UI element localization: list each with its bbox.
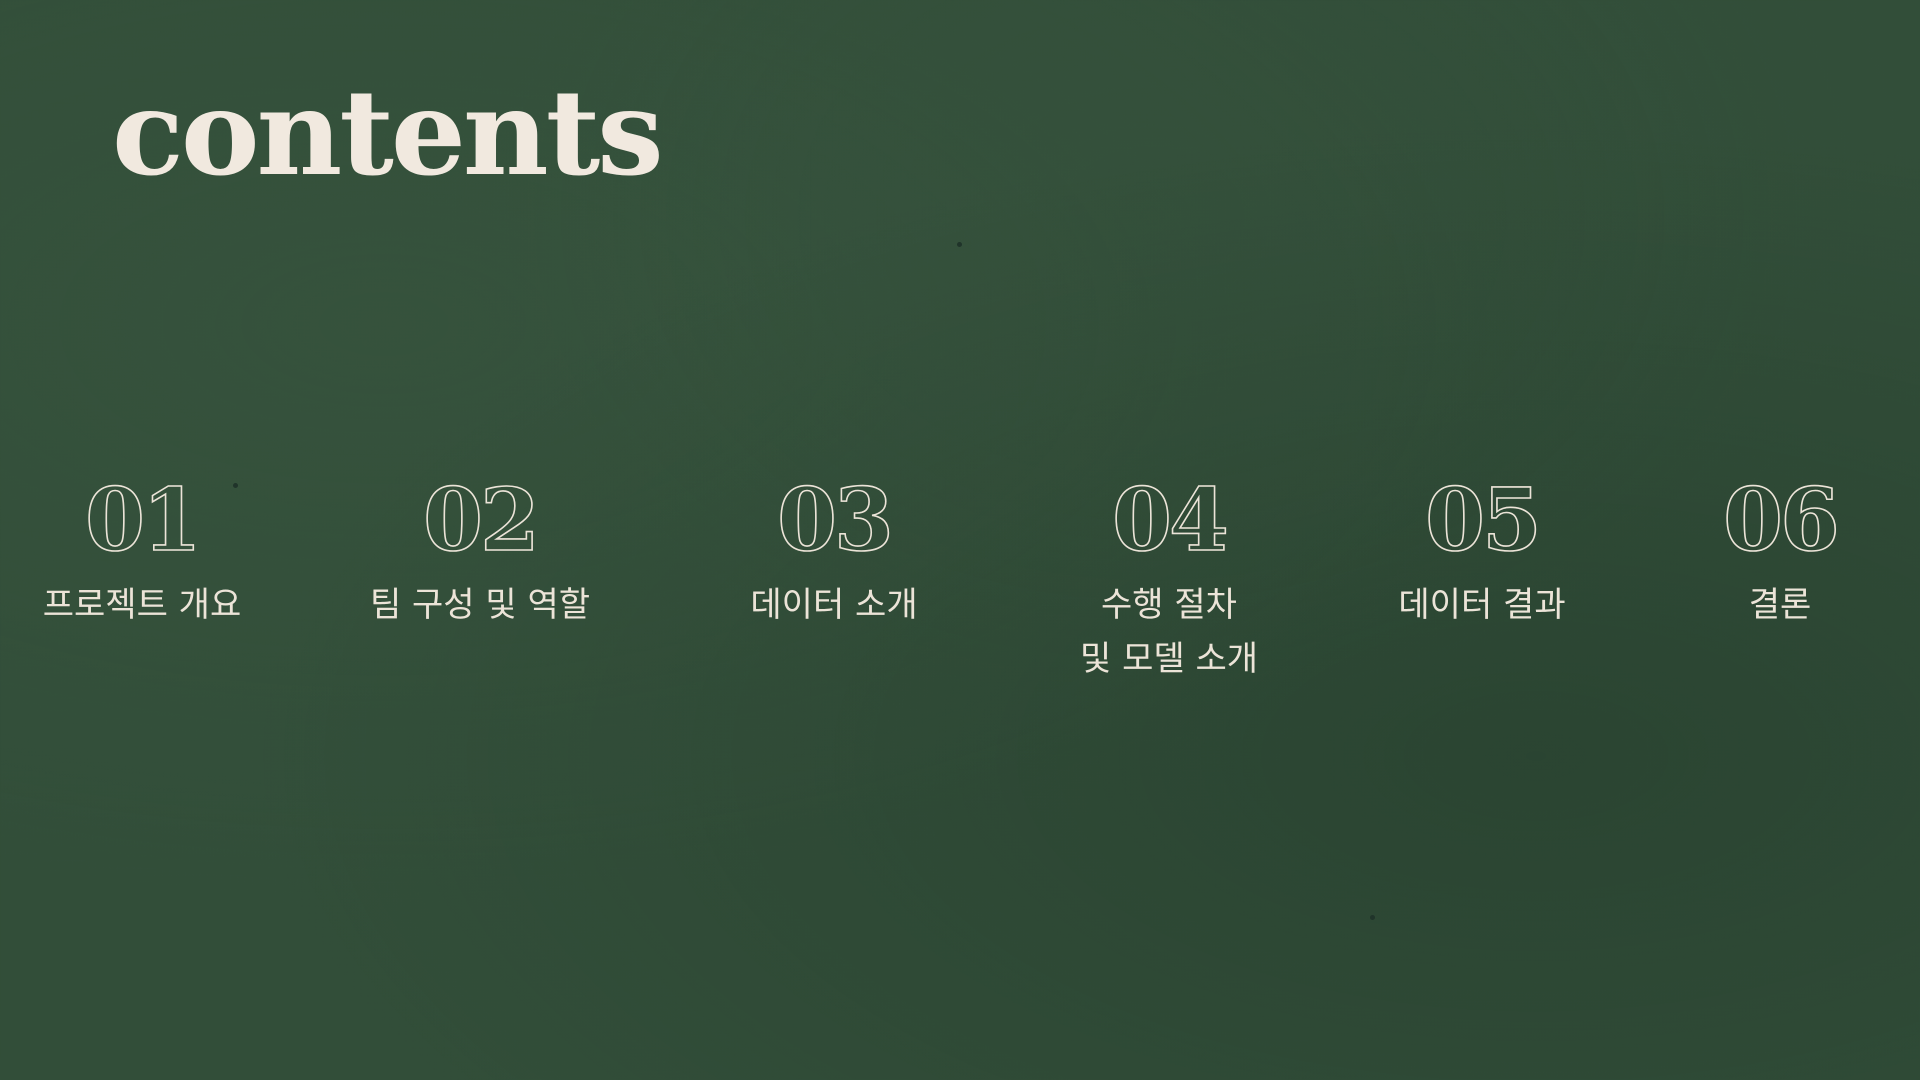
- paper-texture-speck: [1370, 915, 1375, 920]
- item-label: 데이터 결과: [1398, 585, 1566, 625]
- item-label: 팀 구성 및 역할: [369, 585, 591, 625]
- paper-texture-speck: [233, 483, 238, 488]
- item-label: 결론: [1748, 585, 1812, 625]
- contents-item-05: 05 데이터 결과: [1332, 470, 1632, 632]
- item-label: 수행 절차 및 모델 소개: [1079, 585, 1258, 679]
- contents-item-06: 06 결론: [1630, 470, 1920, 632]
- item-number: 02: [422, 470, 540, 571]
- paper-texture-speck: [957, 242, 962, 247]
- item-number: 06: [1722, 470, 1840, 571]
- contents-item-01: 01 프로젝트 개요: [0, 470, 292, 632]
- item-label: 데이터 소개: [750, 585, 918, 625]
- item-label: 프로젝트 개요: [42, 585, 242, 625]
- item-number: 01: [84, 470, 202, 571]
- item-number: 04: [1111, 470, 1229, 571]
- item-number: 03: [776, 470, 894, 571]
- contents-item-03: 03 데이터 소개: [684, 470, 984, 632]
- slide-title: contents: [112, 63, 664, 202]
- item-number: 05: [1424, 470, 1542, 571]
- contents-item-02: 02 팀 구성 및 역할: [330, 470, 630, 632]
- contents-item-04: 04 수행 절차 및 모델 소개: [1019, 470, 1319, 686]
